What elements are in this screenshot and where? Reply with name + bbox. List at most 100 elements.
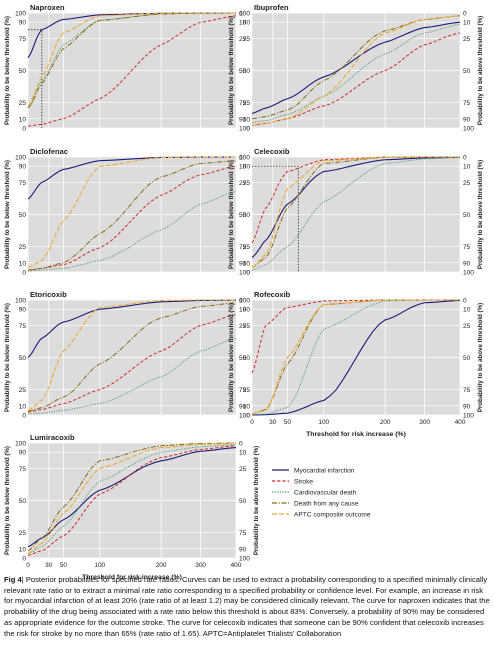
y-tick-label-right: 75 [239, 530, 247, 537]
y-axis-label-left: Probability to be below threshold (%) [228, 303, 235, 412]
chart-panel-etoricoxib: Etoricoxib1009075502510001025507590100Pr… [4, 290, 260, 420]
series-line-cardiovascular-death [27, 444, 237, 554]
y-tick-label-right: 90 [463, 260, 471, 267]
y-tick-label-left: 75 [19, 36, 27, 43]
y-tick-label-left: 0 [22, 556, 26, 563]
panel-title: Naproxen [30, 3, 65, 12]
x-tick-label: 30 [45, 562, 53, 569]
legend-label: Stroke [294, 478, 313, 485]
y-tick-label-right: 10 [463, 20, 471, 27]
x-tick-label: 100 [94, 562, 105, 569]
y-axis-label-right: Probability to be above threshold (%) [477, 303, 484, 412]
legend-label: Death from any cause [294, 500, 359, 507]
legend-label: Cardiovascular death [294, 489, 357, 496]
y-tick-label-left: 0 [22, 413, 26, 420]
y-tick-label-left: 100 [239, 155, 250, 162]
y-tick-label-left: 0 [246, 126, 250, 133]
x-tick-label: 50 [284, 419, 292, 426]
chart-panel-lumiracoxib: Lumiracoxib1009075502510001025507590100P… [4, 433, 260, 581]
y-tick-label-right: 10 [239, 307, 247, 314]
y-tick-label-right: 25 [239, 466, 247, 473]
y-tick-label-right: 50 [239, 212, 247, 219]
series-line-aptc-composite-outcome [251, 15, 461, 126]
y-tick-label-right: 0 [463, 11, 467, 18]
x-tick-label: 0 [26, 562, 30, 569]
y-tick-label-left: 100 [15, 441, 26, 448]
series-line-death-from-any-cause [27, 160, 237, 271]
series-line-cardiovascular-death [251, 156, 461, 271]
y-tick-label-left: 50 [19, 498, 27, 505]
y-tick-label-left: 25 [243, 244, 251, 251]
y-axis-label-left: Probability to be below threshold (%) [4, 160, 11, 269]
y-tick-label-right: 100 [239, 270, 250, 277]
y-tick-label-left: 50 [243, 355, 251, 362]
series-line-stroke [251, 32, 461, 126]
y-tick-label-left: 10 [243, 260, 251, 267]
series-line-aptc-composite-outcome [27, 299, 236, 411]
x-tick-label: 300 [419, 419, 430, 426]
y-tick-label-right: 0 [239, 298, 243, 305]
y-tick-label-right: 100 [463, 270, 474, 277]
y-axis-label-right: Probability to be above threshold (%) [477, 16, 484, 125]
y-tick-label-right: 25 [239, 180, 247, 187]
series-line-death-from-any-cause [27, 12, 237, 109]
y-tick-label-left: 10 [243, 403, 251, 410]
y-tick-label-left: 90 [243, 164, 251, 171]
series-line-stroke [27, 314, 237, 413]
y-tick-label-left: 90 [19, 20, 27, 27]
y-tick-label-left: 25 [19, 100, 27, 107]
y-tick-label-right: 90 [239, 260, 247, 267]
chart-panel-rofecoxib: Rofecoxib1009075502510001025507590100Pro… [228, 290, 484, 438]
y-tick-label-right: 50 [239, 68, 247, 75]
panel-title: Ibuprofen [254, 3, 289, 12]
y-tick-label-right: 25 [463, 180, 471, 187]
x-axis-label: Threshold for risk increase (%) [82, 574, 182, 581]
y-tick-label-left: 10 [19, 260, 27, 267]
x-tick-label: 0 [250, 419, 254, 426]
x-axis-label: Threshold for risk increase (%) [306, 431, 406, 438]
y-axis-label-left: Probability to be below threshold (%) [4, 446, 11, 555]
y-axis-label-left: Probability to be below threshold (%) [4, 16, 11, 125]
x-tick-label: 100 [318, 419, 329, 426]
y-tick-label-right: 50 [463, 68, 471, 75]
y-tick-label-right: 90 [239, 403, 247, 410]
x-tick-label: 400 [455, 419, 466, 426]
legend-label: Myocardial infarction [294, 467, 355, 474]
y-tick-label-right: 0 [239, 11, 243, 18]
panel-title: Etoricoxib [30, 290, 67, 299]
y-axis-label-right: Probability to be above threshold (%) [477, 160, 484, 269]
series-line-cardiovascular-death [27, 190, 237, 272]
y-axis-label-right: Probability to be above threshold (%) [253, 446, 260, 555]
y-tick-label-right: 25 [463, 323, 471, 330]
y-tick-label-right: 0 [463, 298, 467, 305]
y-tick-label-left: 100 [239, 11, 250, 18]
y-tick-label-left: 75 [19, 323, 27, 330]
y-tick-label-left: 75 [243, 323, 251, 330]
series-line-myocardial-infarction [251, 21, 461, 114]
y-tick-label-left: 25 [19, 387, 27, 394]
x-tick-label: 200 [380, 419, 391, 426]
legend-label: APTC composite outcome [294, 511, 371, 518]
panel-title: Celecoxib [254, 147, 290, 156]
chart-panel-naproxen: Naproxen1009075502510001025507590100Prob… [4, 3, 260, 133]
y-tick-label-right: 50 [239, 355, 247, 362]
y-tick-label-left: 0 [246, 413, 250, 420]
y-tick-label-left: 50 [19, 212, 27, 219]
caption-text: | Posterior probabilities for specified … [4, 575, 490, 638]
y-tick-label-left: 75 [19, 466, 27, 473]
y-axis-label-left: Probability to be below threshold (%) [228, 160, 235, 269]
y-tick-label-right: 75 [463, 100, 471, 107]
y-tick-label-left: 90 [19, 307, 27, 314]
panel-title: Diclofenac [30, 147, 68, 156]
series-line-death-from-any-cause [251, 156, 460, 268]
y-tick-label-right: 75 [463, 244, 471, 251]
y-tick-label-left: 50 [19, 68, 27, 75]
x-tick-label: 50 [60, 562, 68, 569]
y-tick-label-right: 25 [463, 36, 471, 43]
y-axis-label-left: Probability to be below threshold (%) [4, 303, 11, 412]
y-tick-label-right: 0 [463, 155, 467, 162]
y-tick-label-right: 100 [239, 413, 250, 420]
y-axis-label-left: Probability to be below threshold (%) [228, 16, 235, 125]
y-tick-label-left: 90 [19, 164, 27, 171]
